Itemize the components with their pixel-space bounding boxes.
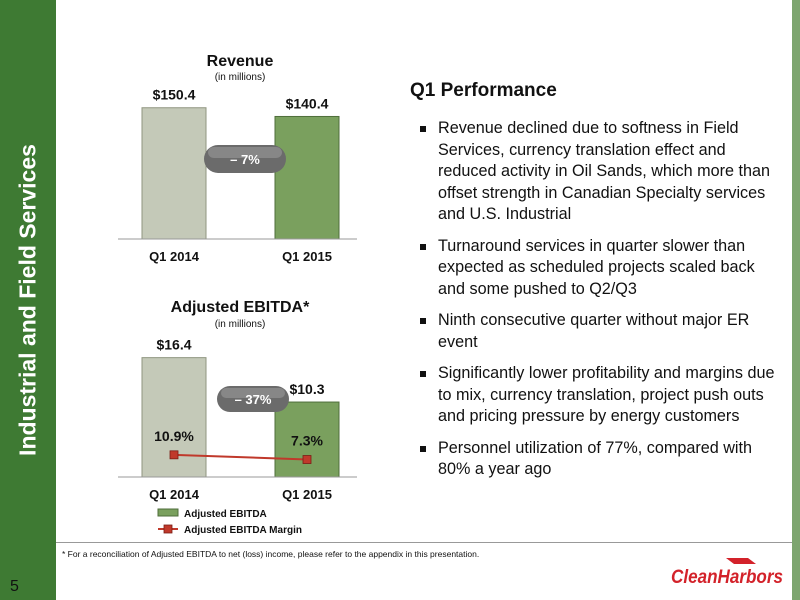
bullet-item: Turnaround services in quarter slower th… [418,236,778,301]
footnote-divider [56,542,792,543]
right-accent-bar [792,0,800,600]
logo-text: CleanHarbors [671,567,783,588]
ebitda-data-label: $10.3 [289,381,324,397]
revenue-change-label: – 7% [230,152,260,167]
ebitda-category-label: Q1 2014 [149,487,200,502]
bullet-square-icon [420,445,426,452]
bullet-text: Personnel utilization of 77%, compared w… [438,438,753,479]
ebitda-chart-subtitle: (in millions) [215,319,266,330]
revenue-chart-subtitle: (in millions) [215,72,266,83]
ebitda-category-label: Q1 2015 [282,487,332,502]
bullet-item: Significantly lower profitability and ma… [418,363,778,428]
sidebar-title: Industrial and Field Services [14,144,41,456]
ebitda-data-label: $16.4 [156,337,191,353]
performance-heading: Q1 Performance [410,80,557,101]
ebitda-bar [274,401,340,478]
ebitda-margin-line [173,453,308,461]
revenue-category-label: Q1 2014 [149,249,200,264]
ebitda-margin-label: 7.3% [291,433,323,449]
bullet-text: Turnaround services in quarter slower th… [438,236,755,298]
revenue-chart-title: Revenue [207,53,274,70]
bullet-item: Revenue declined due to softness in Fiel… [418,118,778,226]
revenue-data-label: $140.4 [286,95,329,111]
ebitda-legend: Adjusted EBITDA Adjusted EBITDA Margin [157,508,302,536]
performance-bullets: Revenue declined due to softness in Fiel… [418,118,778,491]
legend-label-ebitda: Adjusted EBITDA [184,509,267,520]
bullet-text: Significantly lower profitability and ma… [438,364,775,425]
revenue-chart: Revenue (in millions) $150.4 Q1 2014 $140.… [118,53,357,264]
bullet-item: Personnel utilization of 77%, compared w… [418,438,778,481]
bullet-square-icon [420,318,426,324]
bullet-item: Ninth consecutive quarter without major … [418,310,778,353]
revenue-bar [141,107,207,240]
ebitda-margin-point [169,450,179,460]
clean-harbors-logo: CleanHarbors [671,558,783,588]
ebitda-margin-label: 10.9% [154,428,194,444]
page-number: 5 [10,578,19,595]
legend-swatch-ebitda [157,508,179,517]
bullet-square-icon [420,126,426,132]
bullet-square-icon [420,243,426,250]
ebitda-change-badge: – 37% [217,386,289,412]
bullet-square-icon [420,371,426,377]
ebitda-margin-point [302,455,312,464]
revenue-bar [274,115,340,240]
ebitda-change-label: – 37% [235,392,272,407]
footnote: * For a reconciliation of Adjusted EBITD… [62,549,480,559]
legend-label-margin: Adjusted EBITDA Margin [184,525,302,536]
revenue-category-label: Q1 2015 [282,249,332,264]
revenue-data-label: $150.4 [153,87,196,103]
bullet-text: Ninth consecutive quarter without major … [438,311,750,351]
ebitda-chart: Adjusted EBITDA* (in millions) $16.4 Q1 2… [118,299,357,536]
revenue-change-badge: – 7% [204,145,286,173]
sidebar: Industrial and Field Services 5 [0,0,56,600]
bullet-text: Revenue declined due to softness in Fiel… [438,119,771,223]
ebitda-chart-title: Adjusted EBITDA* [171,299,310,316]
